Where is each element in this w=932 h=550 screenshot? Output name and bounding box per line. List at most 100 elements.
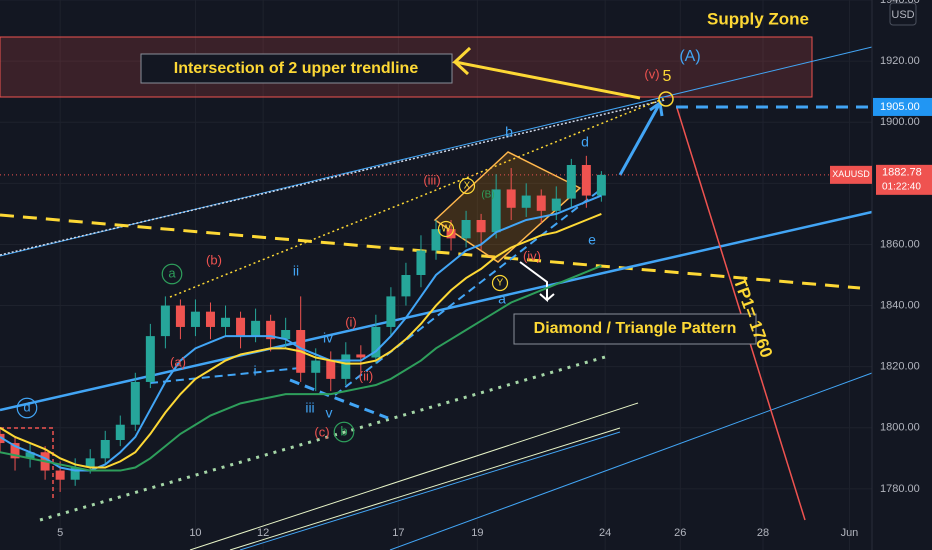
trendline (0, 213, 861, 290)
wave-label: (iv) (523, 248, 541, 263)
y-tick-label: 1780.00 (880, 483, 920, 495)
candle-body (536, 195, 546, 211)
candle-body (281, 330, 291, 340)
candle-body (326, 360, 336, 379)
price-tag (876, 164, 932, 195)
wave-label: a (168, 265, 176, 280)
arrow (453, 60, 470, 76)
x-tick-label: 5 (57, 527, 63, 539)
candle-body (401, 275, 411, 297)
wave-label: (i) (345, 314, 357, 329)
wave-label: (A) (679, 48, 700, 65)
wave-label: ii (293, 263, 299, 279)
trendline (0, 210, 873, 412)
y-tick-label: 1800.00 (880, 422, 920, 434)
labels: (A)(v) 5bd(iii) X(B)WY(iv)aeii(b)a(a)iv(i)… (16, 48, 701, 443)
y-tick-label: 1840.00 (880, 299, 920, 311)
wave-label: iv (323, 330, 333, 346)
candle-body (160, 305, 170, 337)
x-tick-label: 28 (757, 527, 769, 539)
wave-circle (161, 263, 183, 285)
level-tag-label: 1905.00 (880, 101, 920, 113)
trendline (229, 427, 621, 550)
candle-body (506, 189, 516, 208)
wave-circle (16, 397, 38, 419)
wave-circle (491, 274, 509, 292)
candle-body (371, 326, 381, 358)
wave-circle (458, 177, 476, 195)
y-tick-label: 1940.00 (880, 0, 920, 6)
candle-body (431, 229, 441, 251)
x-tick-label: 10 (189, 527, 201, 539)
box-outline (0, 427, 54, 500)
wave-label: 5 (663, 68, 672, 85)
wave-label: v (326, 405, 333, 421)
candle-body (266, 320, 276, 340)
wave-label: Y (497, 278, 504, 289)
candle-body (145, 336, 155, 382)
x-tick-label: 17 (392, 527, 404, 539)
candle-body (175, 305, 185, 327)
wave-label: (c) (314, 424, 329, 439)
candle-body (521, 195, 531, 208)
candle-body (596, 174, 606, 196)
wave-circle (333, 421, 355, 443)
callout: Diamond / Triangle Pattern (534, 320, 737, 337)
wave-label: (B) (481, 190, 494, 201)
x-tick-label: 26 (674, 527, 686, 539)
price-axis (872, 0, 932, 550)
x-tick-label: 24 (599, 527, 611, 539)
trendline (169, 97, 666, 298)
callout: Intersection of 2 upper trendline (174, 60, 419, 77)
wave-label: b (340, 423, 347, 438)
arrow (618, 102, 662, 176)
candle-body (341, 354, 351, 379)
trendline (189, 402, 639, 550)
wave-label: X (464, 181, 471, 192)
price-tag-label: 1882.78 (882, 167, 922, 179)
x-tick-label: Jun (841, 527, 859, 539)
y-tick-label: 1920.00 (880, 55, 920, 67)
moving-average (0, 194, 602, 472)
candle-body (221, 317, 231, 327)
wave-label: W (441, 224, 451, 235)
moving-average (0, 264, 602, 472)
trendline (239, 431, 621, 550)
candle-body (461, 220, 471, 239)
wave-label: iii (305, 400, 314, 416)
candle-body (491, 189, 501, 233)
x-tick-label: 12 (257, 527, 269, 539)
wave-label: (ii) (359, 368, 373, 383)
candle-body (25, 452, 35, 459)
candle-body (130, 381, 140, 425)
arrow (519, 261, 555, 303)
candle-body (416, 250, 426, 275)
wave-label: i (253, 363, 256, 379)
wave-label: d (23, 399, 30, 414)
intersection-marker (658, 91, 674, 107)
candle-body (55, 470, 65, 480)
y-tick-label: 1900.00 (880, 116, 920, 128)
candle-body (551, 198, 561, 211)
y-tick-label: 1820.00 (880, 361, 920, 373)
countdown: 01:22:40 (882, 181, 921, 192)
candle-body (190, 311, 200, 327)
level-tag (873, 97, 932, 116)
candle-body (236, 317, 246, 337)
candle-body (251, 320, 261, 337)
candle-body (115, 424, 125, 440)
symbol-tag (830, 165, 872, 184)
callout-box (513, 313, 757, 345)
trendline (289, 378, 389, 420)
candle-body (85, 458, 95, 468)
wave-label: (b) (206, 252, 222, 267)
candle-body (581, 165, 591, 196)
candle-body (566, 165, 576, 199)
wave-label: (v) (644, 66, 659, 81)
wave-label: d (581, 134, 589, 150)
y-tick-label: 1860.00 (880, 238, 920, 250)
trendline (334, 189, 601, 396)
symbol-tag-label: XAUUSD (832, 169, 870, 179)
candle-body (356, 354, 366, 358)
trendline (389, 372, 873, 550)
